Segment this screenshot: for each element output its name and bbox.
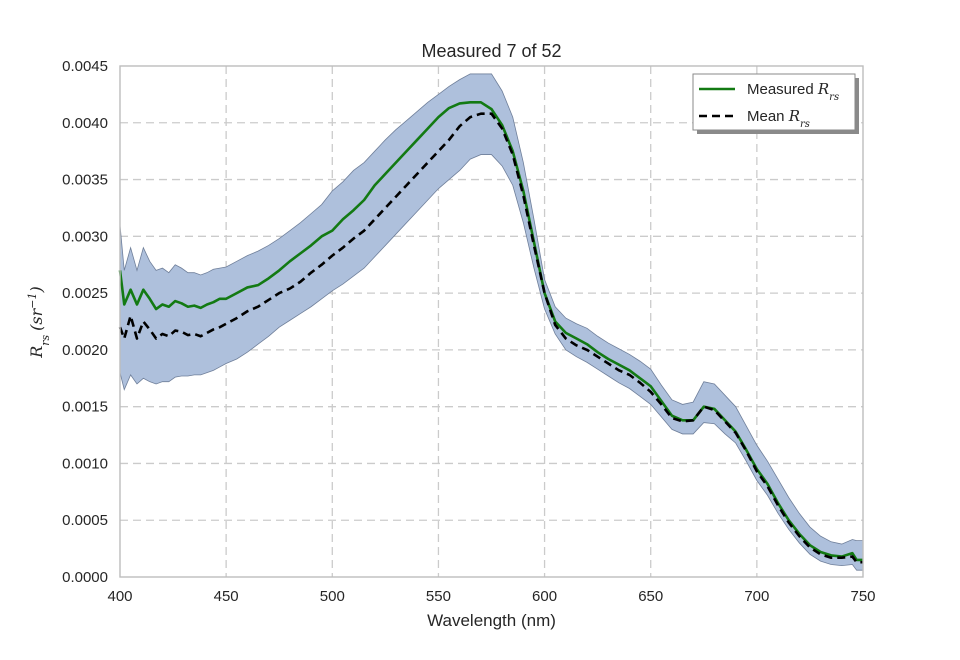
legend-label-measured: Measured Rrs bbox=[747, 80, 839, 103]
y-tick-label: 0.0045 bbox=[62, 58, 108, 75]
y-axis-label-unit-close: ) bbox=[27, 286, 46, 293]
y-tick-label: 0.0030 bbox=[62, 228, 108, 245]
y-axis-label: Rrs (sr−1) bbox=[26, 286, 52, 359]
y-axis-label-unit-open: (sr bbox=[27, 307, 46, 330]
x-tick-label: 550 bbox=[426, 588, 451, 605]
legend-box bbox=[692, 73, 856, 131]
y-axis-label-sub: rs bbox=[39, 334, 52, 345]
y-tick-label: 0.0015 bbox=[62, 399, 108, 416]
x-tick-label: 750 bbox=[850, 588, 875, 605]
x-tick-label: 600 bbox=[532, 588, 557, 605]
y-tick-label: 0.0000 bbox=[62, 569, 108, 586]
x-tick-labels: 400 450 500 550 600 650 700 750 bbox=[107, 588, 875, 605]
y-tick-label: 0.0040 bbox=[62, 115, 108, 132]
y-axis-label-unit-sup: −1 bbox=[26, 292, 39, 308]
y-tick-label: 0.0005 bbox=[62, 512, 108, 529]
x-tick-label: 700 bbox=[744, 588, 769, 605]
series-line-mean bbox=[118, 112, 863, 564]
x-tick-label: 450 bbox=[214, 588, 239, 605]
x-tick-label: 650 bbox=[638, 588, 663, 605]
chart-title: Measured 7 of 52 bbox=[421, 41, 561, 61]
plot-frame bbox=[119, 65, 864, 578]
series-layer bbox=[118, 101, 863, 564]
legend-label-mean: Mean Rrs bbox=[747, 107, 810, 130]
y-tick-label: 0.0025 bbox=[62, 285, 108, 302]
x-tick-label: 400 bbox=[107, 588, 132, 605]
y-tick-labels: 0.0000 0.0005 0.0010 0.0015 0.0020 0.0025 0.00… bbox=[62, 58, 108, 586]
y-tick-label: 0.0010 bbox=[62, 455, 108, 472]
y-tick-label: 0.0020 bbox=[62, 342, 108, 359]
legend: Measured Rrs Mean Rrs bbox=[692, 73, 859, 134]
y-tick-label: 0.0035 bbox=[62, 172, 108, 189]
x-tick-label: 500 bbox=[320, 588, 345, 605]
x-axis-label: Wavelength (nm) bbox=[427, 611, 556, 630]
y-axis-label-symbol: R bbox=[27, 346, 46, 359]
